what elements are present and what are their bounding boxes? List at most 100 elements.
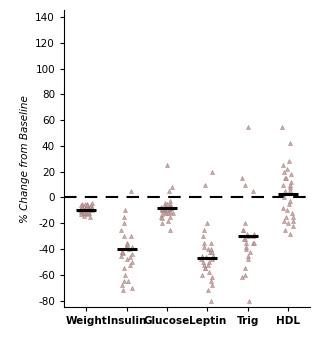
Point: [242, 221, 247, 226]
Point: [79, 204, 84, 209]
Point: [201, 240, 206, 245]
Point: [251, 233, 256, 239]
Point: [290, 210, 295, 216]
Point: [89, 205, 94, 210]
Point: [162, 206, 167, 212]
Point: [243, 266, 248, 271]
Point: [89, 200, 94, 206]
Point: [85, 206, 90, 212]
Point: [164, 208, 170, 213]
Point: [83, 208, 88, 213]
Point: [202, 262, 207, 267]
Point: [168, 204, 173, 209]
Point: [86, 205, 91, 210]
Point: [244, 244, 249, 249]
Point: [199, 257, 204, 262]
Point: [203, 266, 208, 271]
Point: [129, 233, 134, 239]
Point: [203, 182, 208, 187]
Point: [166, 188, 171, 194]
Point: [84, 210, 89, 216]
Point: [245, 257, 250, 262]
Point: [210, 169, 215, 174]
Point: [202, 266, 207, 271]
Point: [170, 210, 175, 216]
Point: [284, 175, 289, 181]
Point: [81, 209, 86, 215]
Point: [160, 221, 165, 226]
Point: [291, 214, 296, 220]
Point: [168, 201, 173, 207]
Point: [160, 208, 165, 213]
Point: [81, 213, 86, 218]
Point: [289, 179, 294, 185]
Point: [159, 204, 164, 209]
Point: [120, 288, 125, 293]
Point: [210, 282, 215, 288]
Point: [281, 205, 286, 210]
Point: [205, 288, 211, 293]
Point: [123, 272, 128, 278]
Point: [87, 208, 92, 213]
Point: [165, 201, 170, 207]
Point: [281, 182, 286, 187]
Point: [243, 246, 248, 252]
Point: [83, 205, 88, 210]
Point: [165, 218, 170, 223]
Point: [164, 210, 169, 216]
Point: [80, 201, 85, 207]
Y-axis label: % Change from Baseline: % Change from Baseline: [20, 95, 30, 223]
Point: [209, 246, 214, 252]
Point: [87, 214, 92, 220]
Point: [287, 231, 292, 236]
Point: [121, 233, 126, 239]
Point: [205, 262, 210, 267]
Point: [286, 221, 291, 226]
Point: [169, 205, 174, 210]
Point: [82, 205, 87, 210]
Point: [209, 240, 214, 245]
Point: [288, 171, 293, 177]
Point: [168, 205, 173, 210]
Point: [282, 218, 287, 223]
Point: [167, 204, 172, 209]
Point: [118, 253, 124, 258]
Point: [85, 209, 90, 215]
Point: [209, 279, 214, 284]
Point: [122, 208, 127, 213]
Point: [284, 166, 289, 172]
Point: [291, 223, 296, 229]
Point: [86, 210, 92, 216]
Point: [286, 201, 291, 207]
Point: [121, 214, 126, 220]
Point: [205, 246, 210, 252]
Point: [79, 202, 84, 208]
Point: [166, 210, 171, 216]
Point: [208, 249, 213, 254]
Point: [200, 272, 205, 278]
Point: [121, 279, 126, 284]
Point: [78, 206, 83, 212]
Point: [242, 236, 247, 242]
Point: [81, 210, 86, 216]
Point: [168, 214, 173, 220]
Point: [130, 244, 135, 249]
Point: [89, 206, 94, 212]
Point: [122, 266, 127, 271]
Point: [248, 249, 253, 254]
Point: [251, 231, 256, 236]
Point: [206, 259, 212, 265]
Point: [250, 188, 255, 194]
Point: [124, 257, 129, 262]
Point: [251, 240, 256, 245]
Point: [124, 244, 130, 249]
Point: [120, 250, 125, 256]
Point: [78, 209, 84, 215]
Point: [167, 227, 172, 232]
Point: [287, 187, 292, 193]
Point: [119, 249, 124, 254]
Point: [159, 211, 164, 217]
Point: [288, 141, 293, 146]
Point: [128, 188, 133, 194]
Point: [283, 175, 288, 181]
